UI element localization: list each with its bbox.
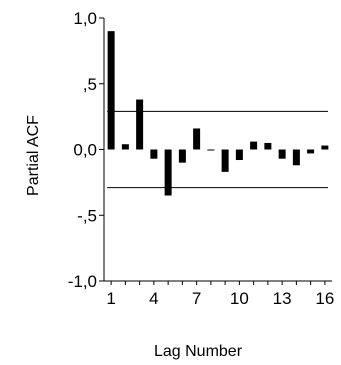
y-tick-label: ,5: [83, 75, 97, 94]
x-tick-label: 13: [273, 289, 292, 308]
x-tick-label: 7: [192, 289, 201, 308]
y-axis-label: Partial ACF: [25, 115, 42, 196]
x-tick-label: 1: [106, 289, 115, 308]
x-tick-label: 4: [149, 289, 158, 308]
bar-lag-12: [264, 142, 272, 150]
bar-lag-8: [207, 149, 215, 151]
bar-lag-13: [278, 149, 286, 159]
bar-lag-2: [121, 144, 129, 150]
y-tick-label: 0,0: [73, 141, 97, 160]
x-axis-ticks: 1 4 7 10 13 16: [106, 281, 334, 308]
y-axis-ticks: 1,0 ,5 0,0 -,5 -1,0: [68, 9, 104, 291]
y-tick-label: 1,0: [73, 9, 97, 28]
y-tick-label: -1,0: [68, 272, 97, 291]
x-tick-label: 16: [315, 289, 334, 308]
bar-lag-11: [250, 141, 258, 150]
bar-lag-3: [136, 99, 144, 150]
bar-lag-6: [178, 149, 186, 163]
bar-lag-7: [193, 128, 201, 150]
bar-lag-10: [235, 149, 243, 161]
bar-lag-1: [107, 31, 115, 150]
bar-lag-9: [221, 149, 229, 172]
x-tick-label: 10: [230, 289, 249, 308]
bar-lag-14: [292, 149, 300, 166]
bar-lag-16: [321, 145, 329, 150]
x-axis-label: Lag Number: [154, 343, 243, 360]
bar-lag-15: [307, 149, 315, 154]
bar-lag-5: [164, 149, 172, 196]
bar-lag-4: [150, 149, 158, 159]
bars: [107, 31, 329, 196]
confidence-limits: [107, 110, 328, 189]
y-tick-label: -,5: [77, 206, 97, 225]
